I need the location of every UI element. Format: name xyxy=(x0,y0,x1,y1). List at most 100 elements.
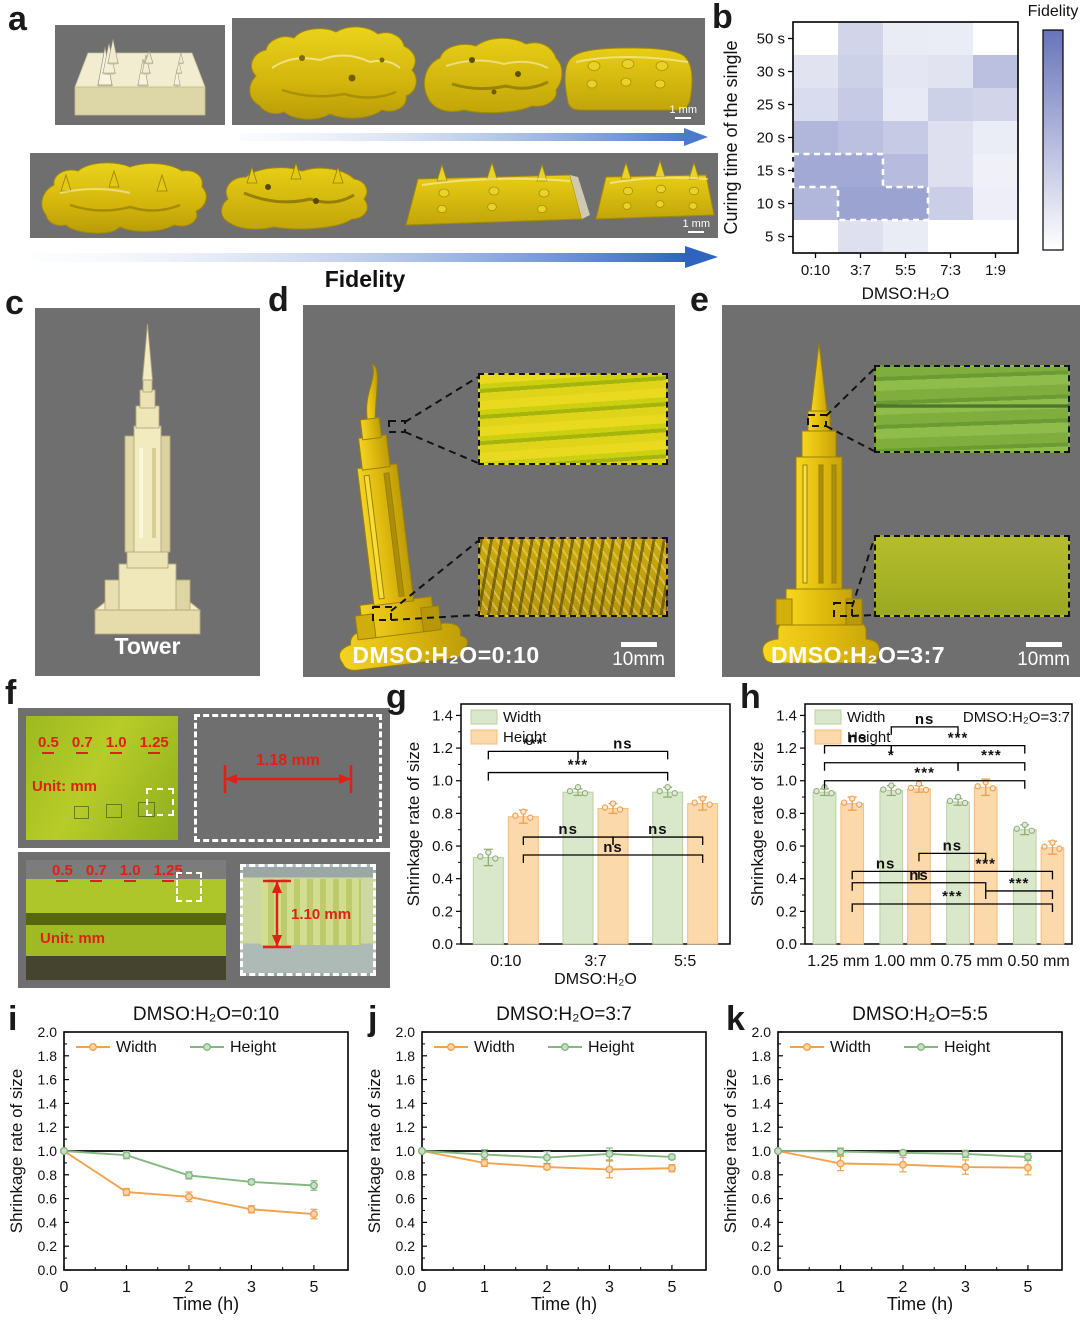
svg-text:ns: ns xyxy=(613,735,633,752)
feature-size-label: 0.5 xyxy=(52,862,73,882)
svg-text:0.8: 0.8 xyxy=(396,1167,416,1183)
panel-f-top-image: 0.5 0.7 1.0 1.25 Unit: mm 1.18 mm xyxy=(18,708,390,848)
fidelity-label: Fidelity xyxy=(324,266,406,292)
series-height xyxy=(63,1150,314,1187)
svg-text:Shrinkage rate of size: Shrinkage rate of size xyxy=(366,1069,384,1233)
svg-text:0: 0 xyxy=(774,1279,783,1296)
scale-bar-line xyxy=(675,116,692,119)
heatmap-cell xyxy=(838,88,883,121)
svg-text:ns: ns xyxy=(848,730,868,747)
feature-size-labels-top: 0.5 0.7 1.0 1.25 xyxy=(38,734,178,754)
svg-text:0.0: 0.0 xyxy=(752,1262,772,1278)
feature-size-label: 1.25 xyxy=(154,862,183,882)
feature-square xyxy=(106,804,122,818)
svg-text:Width: Width xyxy=(503,709,541,726)
heatmap-cell xyxy=(973,55,1018,88)
heatmap-cell xyxy=(793,22,838,55)
svg-text:Height: Height xyxy=(944,1039,991,1056)
bar-chart-g: 0.0 0.2 0.4 0.6 0.8 1.0 1.2 1.4 Shrinkage rate o… xyxy=(404,703,731,988)
svg-text:1.2: 1.2 xyxy=(752,1119,772,1135)
panel-j-label: j xyxy=(368,1000,378,1038)
svg-text:0.2: 0.2 xyxy=(752,1238,772,1254)
svg-text:1.25 mm: 1.25 mm xyxy=(807,953,869,970)
panel-a-cad-image xyxy=(55,25,225,125)
feature-size-label: 0.5 xyxy=(38,734,59,754)
panel-a-photo-strip-bottom: 1 mm xyxy=(30,153,718,238)
svg-text:Shrinkage rate of size: Shrinkage rate of size xyxy=(748,742,767,906)
svg-text:0.6: 0.6 xyxy=(432,838,453,855)
svg-text:*: * xyxy=(888,747,895,764)
svg-text:0.4: 0.4 xyxy=(432,871,453,888)
svg-text:0.2: 0.2 xyxy=(396,1238,416,1254)
svg-text:0.75 mm: 0.75 mm xyxy=(941,953,1003,970)
svg-text:Height: Height xyxy=(847,729,891,746)
svg-text:3: 3 xyxy=(961,1279,970,1296)
measure-arrow-top: 1.18 mm xyxy=(223,752,353,793)
heatmap-cell xyxy=(928,121,973,154)
scale-bar-line xyxy=(1025,642,1062,647)
panel-d-photo: DMSO:H₂O=0:10 10mm xyxy=(303,305,675,677)
svg-text:0.0: 0.0 xyxy=(432,936,453,953)
panel-f-bottom-image: 0.5 0.7 1.0 1.25 Unit: mm 1.10 mm xyxy=(18,852,390,988)
svg-text:1: 1 xyxy=(122,1279,131,1296)
printed-samples-bottom xyxy=(41,159,715,234)
svg-text:ns: ns xyxy=(915,711,935,728)
panel-d-caption: DMSO:H₂O=0:10 xyxy=(352,642,540,668)
svg-text:1: 1 xyxy=(480,1279,489,1296)
panel-f-inset-bottom: 1.10 mm xyxy=(240,864,376,976)
zoom-source-box xyxy=(146,788,174,816)
svg-text:1.2: 1.2 xyxy=(38,1119,58,1135)
svg-text:5: 5 xyxy=(1023,1279,1032,1296)
panel-e-scale: 10mm xyxy=(1017,642,1070,671)
svg-text:1.8: 1.8 xyxy=(396,1048,416,1064)
svg-text:0.8: 0.8 xyxy=(432,805,453,822)
svg-text:1.6: 1.6 xyxy=(38,1072,58,1088)
svg-text:50 s: 50 s xyxy=(757,31,785,48)
panel-d-scale: 10mm xyxy=(612,642,665,671)
svg-text:0.2: 0.2 xyxy=(38,1238,58,1254)
heatmap-cell xyxy=(838,22,883,55)
heatmap-cell xyxy=(973,154,1018,187)
svg-text:1.2: 1.2 xyxy=(396,1119,416,1135)
heatmap-cell xyxy=(793,121,838,154)
panel-c-label: c xyxy=(5,284,24,322)
svg-text:1.4: 1.4 xyxy=(752,1095,772,1111)
scale-bar-text: 10mm xyxy=(612,649,665,670)
heatmap-cell xyxy=(928,88,973,121)
bar-width-0:10 xyxy=(472,856,504,945)
svg-text:0.6: 0.6 xyxy=(396,1191,416,1207)
svg-text:***: *** xyxy=(942,888,963,905)
svg-text:1.10 mm: 1.10 mm xyxy=(291,906,351,923)
panel-g-label: g xyxy=(386,678,407,716)
svg-text:0:10: 0:10 xyxy=(490,953,521,970)
printed-tower-3-7 xyxy=(762,342,880,664)
svg-text:5 s: 5 s xyxy=(765,229,785,246)
svg-text:DMSO:H₂O=3:7: DMSO:H₂O=3:7 xyxy=(496,1004,632,1025)
svg-text:ns: ns xyxy=(943,837,963,854)
svg-text:1.0: 1.0 xyxy=(396,1143,416,1159)
line-chart-i: DMSO:H₂O=0:10 0.0 0.2 0.4 0.6 0.8 1.0 1.2 1.4 1.6… xyxy=(8,1004,349,1314)
svg-text:***: *** xyxy=(523,735,544,752)
bar-chart-h: 0.0 0.2 0.4 0.6 0.8 1.0 1.2 1.4 Shrinkage rate o… xyxy=(748,703,1073,970)
svg-text:Fidelity: Fidelity xyxy=(1028,3,1079,20)
svg-text:20 s: 20 s xyxy=(757,130,785,147)
panel-i-label: i xyxy=(8,1000,18,1038)
svg-text:3: 3 xyxy=(247,1279,256,1296)
svg-text:2: 2 xyxy=(899,1279,908,1296)
heatmap-cell xyxy=(928,187,973,220)
panel-e-inset-bottom xyxy=(874,535,1070,617)
heatmap-cell xyxy=(928,154,973,187)
microscopy-side-view: 0.5 0.7 1.0 1.25 Unit: mm xyxy=(26,860,226,980)
microscopy-top-view: 0.5 0.7 1.0 1.25 Unit: mm xyxy=(26,716,178,840)
unit-label-bottom: Unit: mm xyxy=(40,930,105,947)
panel-a-label: a xyxy=(8,0,27,38)
svg-text:Width: Width xyxy=(474,1039,515,1056)
panel-c-tower-render: Tower xyxy=(35,308,260,676)
svg-text:0.0: 0.0 xyxy=(776,936,797,953)
svg-text:Width: Width xyxy=(830,1039,871,1056)
svg-text:0.2: 0.2 xyxy=(776,903,797,920)
panel-b-label: b xyxy=(712,0,733,36)
heatmap-b: 50 s 30 s 25 s 20 s 15 s 10 s 5 s 0:10 3:7 5:5 7:3… xyxy=(721,3,1079,300)
heatmap-cell xyxy=(928,55,973,88)
svg-text:DMSO:H₂O=5:5: DMSO:H₂O=5:5 xyxy=(852,1004,988,1025)
